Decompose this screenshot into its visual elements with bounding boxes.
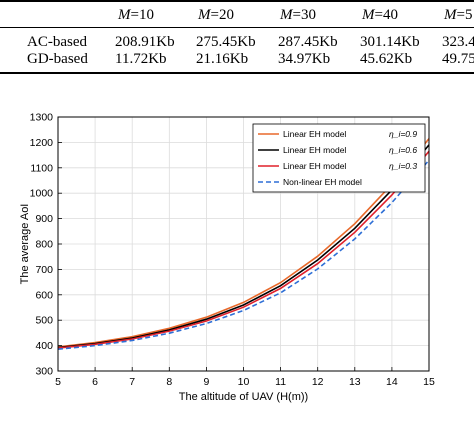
results-table: M=10 M=20 M=30 M=40 M=5 AC-based 208.91K… bbox=[0, 0, 474, 80]
legend-box bbox=[252, 123, 426, 193]
legend-eta: η_i=0.3 bbox=[389, 161, 417, 171]
legend-eta: η_i=0.6 bbox=[389, 145, 417, 155]
header-var: M bbox=[280, 7, 293, 23]
table-header-cell: M=5 bbox=[444, 7, 473, 23]
y-tick-label: 1100 bbox=[30, 162, 53, 174]
x-tick-label: 6 bbox=[92, 376, 98, 388]
x-tick-label: 15 bbox=[423, 376, 435, 388]
x-tick-label: 7 bbox=[129, 376, 135, 388]
x-tick-label: 10 bbox=[238, 376, 250, 388]
table-bottom-rule bbox=[0, 72, 474, 74]
axis-ticks: 5 6 7 8 9 10 11 12 13 14 15 300 400 500 600 700 800 900 10… bbox=[30, 112, 435, 389]
y-tick-label: 1200 bbox=[30, 137, 54, 149]
series-line-1 bbox=[57, 138, 430, 348]
series-line-3 bbox=[57, 150, 430, 349]
table-cell: 11.72Kb bbox=[115, 51, 167, 67]
y-tick-label: 900 bbox=[35, 213, 53, 225]
x-tick-label: 13 bbox=[349, 376, 361, 388]
series-line-4 bbox=[57, 159, 430, 350]
table-row-label: AC-based bbox=[27, 34, 87, 50]
table-header-cell: M=30 bbox=[280, 7, 316, 23]
legend-eta: η_i=0.9 bbox=[389, 129, 417, 139]
series-line-2 bbox=[57, 144, 430, 349]
x-tick-label: 11 bbox=[275, 376, 286, 388]
x-tick-label: 9 bbox=[203, 376, 209, 388]
y-tick-label: 1000 bbox=[30, 188, 54, 200]
table-cell: 45.62Kb bbox=[360, 51, 413, 67]
table-cell: 49.75 bbox=[442, 51, 474, 67]
header-var: M bbox=[118, 7, 131, 23]
x-axis-label: The altitude of UAV (H(m)) bbox=[179, 391, 308, 403]
table-header-cell: M=20 bbox=[198, 7, 234, 23]
table-cell: 275.45Kb bbox=[196, 34, 256, 50]
y-tick-label: 1300 bbox=[30, 112, 54, 124]
legend-label: Non-linear EH model bbox=[283, 177, 362, 187]
y-tick-label: 400 bbox=[35, 340, 53, 352]
legend-label: Linear EH model bbox=[283, 161, 346, 171]
table-cell: 301.14Kb bbox=[360, 34, 420, 50]
header-var: M bbox=[362, 7, 375, 23]
table-cell: 21.16Kb bbox=[196, 51, 249, 67]
header-var: M bbox=[198, 7, 211, 23]
x-tick-label: 8 bbox=[166, 376, 172, 388]
table-row-label: GD-based bbox=[27, 51, 88, 67]
table-header-cell: M=10 bbox=[118, 7, 154, 23]
x-tick-label: 5 bbox=[55, 376, 61, 388]
x-tick-label: 14 bbox=[386, 376, 398, 388]
y-tick-label: 500 bbox=[35, 315, 53, 327]
table-top-rule bbox=[0, 0, 474, 2]
y-tick-label: 800 bbox=[35, 239, 53, 251]
table-cell: 323.4 bbox=[442, 34, 474, 50]
x-tick-label: 12 bbox=[312, 376, 324, 388]
series-lines bbox=[57, 138, 430, 350]
y-tick-label: 300 bbox=[35, 366, 53, 378]
table-cell: 287.45Kb bbox=[278, 34, 338, 50]
legend-label: Linear EH model bbox=[283, 145, 346, 155]
y-tick-label: 600 bbox=[35, 289, 53, 301]
table-header-cell: M=40 bbox=[362, 7, 398, 23]
legend: Linear EH model η_i=0.9 Linear EH model η_i… bbox=[252, 123, 426, 193]
table-cell: 208.91Kb bbox=[115, 34, 175, 50]
header-var: M bbox=[444, 7, 457, 23]
table-mid-rule bbox=[0, 27, 474, 28]
y-axis-label: The average AoI bbox=[19, 204, 31, 285]
y-tick-label: 700 bbox=[35, 264, 53, 276]
table-cell: 34.97Kb bbox=[278, 51, 331, 67]
legend-label: Linear EH model bbox=[283, 129, 346, 139]
